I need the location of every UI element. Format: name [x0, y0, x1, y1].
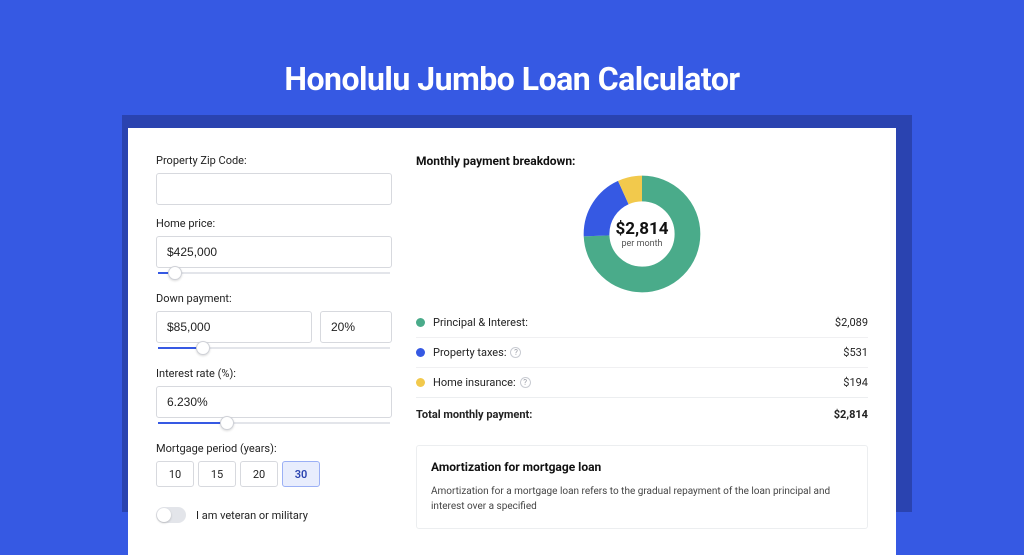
down-payment-label: Down payment:: [156, 292, 392, 305]
breakdown-title: Monthly payment breakdown:: [416, 154, 868, 168]
donut-subtext: per month: [621, 239, 662, 249]
donut-center: $2,814 per month: [582, 174, 702, 294]
amortization-title: Amortization for mortgage loan: [431, 460, 853, 474]
legend-row: Property taxes:?$531: [416, 337, 868, 367]
page: Honolulu Jumbo Loan Calculator Property …: [0, 0, 1024, 512]
legend-value: $194: [843, 376, 868, 389]
veteran-row: I am veteran or military: [156, 507, 392, 523]
amortization-text: Amortization for a mortgage loan refers …: [431, 484, 853, 514]
period-option-10[interactable]: 10: [156, 461, 194, 487]
veteran-toggle[interactable]: [156, 507, 186, 523]
legend-label: Property taxes:?: [433, 346, 843, 359]
period-option-20[interactable]: 20: [240, 461, 278, 487]
calculator-card: Property Zip Code: Home price: Down paym…: [128, 128, 896, 555]
legend: Principal & Interest:$2,089Property taxe…: [416, 308, 868, 397]
page-title: Honolulu Jumbo Loan Calculator: [0, 0, 1024, 124]
info-icon[interactable]: ?: [510, 347, 521, 358]
legend-row: Home insurance:?$194: [416, 367, 868, 397]
total-value: $2,814: [834, 408, 868, 421]
interest-slider[interactable]: [156, 416, 392, 430]
legend-dot: [416, 378, 425, 387]
zip-label: Property Zip Code:: [156, 154, 392, 167]
slider-thumb[interactable]: [196, 341, 210, 355]
donut-amount: $2,814: [616, 219, 669, 239]
legend-dot: [416, 318, 425, 327]
total-label: Total monthly payment:: [416, 408, 834, 421]
slider-thumb[interactable]: [220, 416, 234, 430]
legend-value: $531: [843, 346, 868, 359]
period-option-30[interactable]: 30: [282, 461, 320, 487]
veteran-label: I am veteran or military: [196, 509, 308, 522]
legend-label: Principal & Interest:: [433, 316, 835, 329]
legend-label: Home insurance:?: [433, 376, 843, 389]
down-payment-input[interactable]: [156, 311, 312, 343]
form-column: Property Zip Code: Home price: Down paym…: [156, 154, 392, 529]
slider-thumb[interactable]: [168, 266, 182, 280]
interest-input[interactable]: [156, 386, 392, 418]
home-price-label: Home price:: [156, 217, 392, 230]
donut-chart: $2,814 per month: [416, 168, 868, 308]
home-price-input[interactable]: [156, 236, 392, 268]
interest-label: Interest rate (%):: [156, 367, 392, 380]
total-row: Total monthly payment: $2,814: [416, 397, 868, 429]
home-price-slider[interactable]: [156, 266, 392, 280]
down-payment-slider[interactable]: [156, 341, 392, 355]
period-options: 10152030: [156, 461, 392, 487]
info-icon[interactable]: ?: [520, 377, 531, 388]
period-option-15[interactable]: 15: [198, 461, 236, 487]
legend-dot: [416, 348, 425, 357]
legend-row: Principal & Interest:$2,089: [416, 308, 868, 337]
breakdown-column: Monthly payment breakdown: $2,814 per mo…: [416, 154, 868, 529]
down-payment-pct-input[interactable]: [320, 311, 392, 343]
amortization-box: Amortization for mortgage loan Amortizat…: [416, 445, 868, 529]
period-label: Mortgage period (years):: [156, 442, 392, 455]
toggle-knob: [157, 508, 171, 522]
zip-input[interactable]: [156, 173, 392, 205]
legend-value: $2,089: [835, 316, 868, 329]
